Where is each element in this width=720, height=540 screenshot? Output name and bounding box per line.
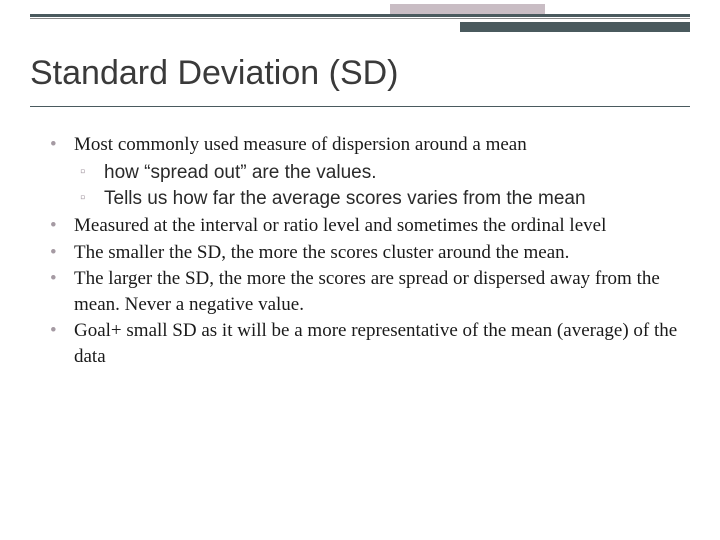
accent-box-light [390,4,545,14]
header-rule-thin [30,18,690,19]
bullet-item: The smaller the SD, the more the scores … [48,240,684,266]
header-decoration [0,0,720,50]
bullet-text: The smaller the SD, the more the scores … [74,242,569,263]
sub-bullet-list: how “spread out” are the values. Tells u… [74,160,684,212]
accent-box-dark [460,22,690,32]
header-rule-thick [30,14,690,17]
sub-bullet-text: Tells us how far the average scores vari… [104,188,586,209]
bullet-item: Goal+ small SD as it will be a more repr… [48,318,684,369]
sub-bullet-item: how “spread out” are the values. [74,160,684,186]
bullet-text: Goal+ small SD as it will be a more repr… [74,320,677,367]
sub-bullet-text: how “spread out” are the values. [104,162,377,183]
sub-bullet-item: Tells us how far the average scores vari… [74,186,684,212]
bullet-list: Most commonly used measure of dispersion… [48,132,684,370]
slide-content: Most commonly used measure of dispersion… [48,132,684,371]
title-underline [30,106,690,107]
slide-title: Standard Deviation (SD) [30,54,399,93]
bullet-item: Measured at the interval or ratio level … [48,213,684,239]
bullet-text: Most commonly used measure of dispersion… [74,134,527,155]
bullet-item: Most commonly used measure of dispersion… [48,132,684,212]
bullet-text: The larger the SD, the more the scores a… [74,268,660,315]
bullet-text: Measured at the interval or ratio level … [74,215,606,236]
bullet-item: The larger the SD, the more the scores a… [48,266,684,317]
